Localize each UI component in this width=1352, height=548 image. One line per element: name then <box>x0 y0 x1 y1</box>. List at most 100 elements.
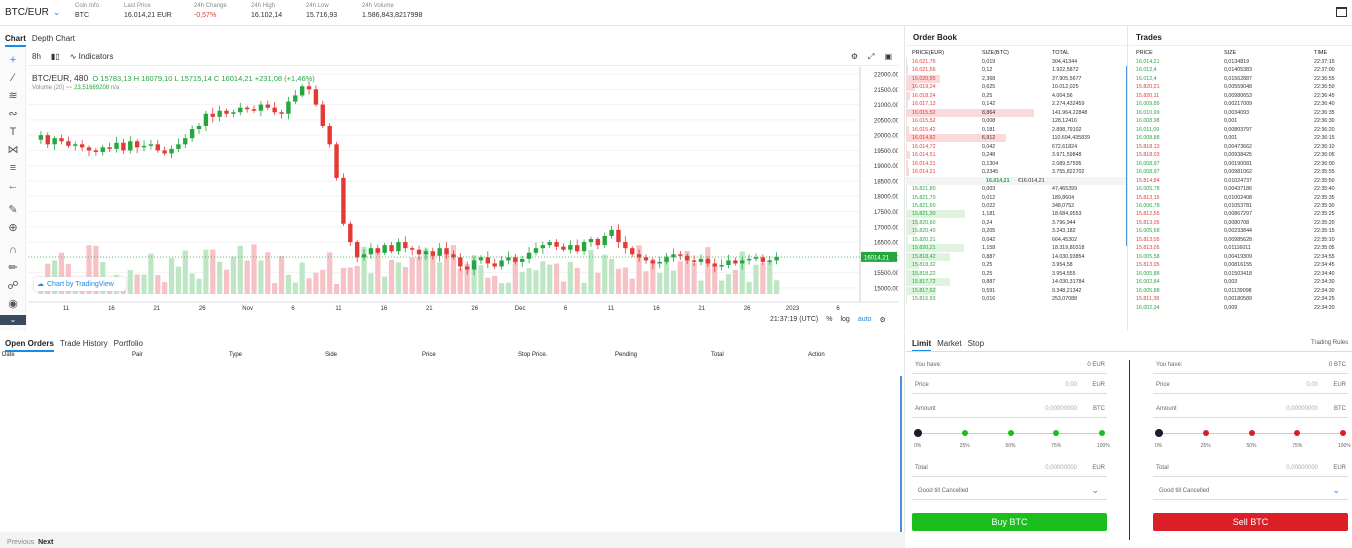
sell-price-value[interactable]: 0,00 <box>1306 382 1318 388</box>
sell-slider-stop[interactable] <box>1202 430 1209 436</box>
trendline-icon[interactable]: ∕ <box>12 72 14 84</box>
ask-row[interactable]: 16.014,82 6,912 110.694,435839 <box>906 134 1127 143</box>
tab-stop[interactable]: Stop <box>967 339 985 348</box>
eye-icon[interactable]: ◉ <box>8 298 18 310</box>
bid-row[interactable]: 15.821,30 1,181 18.684,9553 <box>906 210 1127 219</box>
fullscreen-icon[interactable]: ⤢ <box>868 51 875 61</box>
sell-slider-stop[interactable] <box>1294 430 1301 436</box>
tab-open-orders[interactable]: Open Orders <box>5 339 54 352</box>
indicators-button[interactable]: ∿ Indicators <box>70 52 114 61</box>
next-button[interactable]: Next <box>38 539 54 546</box>
ask-row[interactable]: 16.015,52 0,008 128,12416 <box>906 117 1127 126</box>
ask-row[interactable]: 16.014,21 0,2345 3.755,822702 <box>906 168 1127 177</box>
buy-slider-stop[interactable] <box>1053 430 1060 436</box>
ask-row[interactable]: 16.014,31 0,1304 2.089,57595 <box>906 159 1127 168</box>
sell-slider-stop[interactable] <box>1248 430 1255 436</box>
sell-amount-row[interactable]: Amount 0,00000000 BTC <box>1153 402 1348 418</box>
ask-row[interactable]: 16.018,24 0,25 4.004,56 <box>906 91 1127 100</box>
bid-row[interactable]: 15.821,60 0,022 348,0752 <box>906 201 1127 210</box>
crosshair-icon[interactable]: + <box>9 54 17 66</box>
buy-total-row[interactable]: Total 0,00000000 EUR <box>912 461 1107 477</box>
candle-type-icon[interactable]: ▮▯ <box>50 52 60 61</box>
tab-chart[interactable]: Chart <box>5 34 26 47</box>
ask-row[interactable]: 16.021,76 0,019 304,41344 <box>906 58 1127 66</box>
sell-total-row[interactable]: Total 0,00000000 EUR <box>1153 461 1348 477</box>
orders-scrollbar[interactable] <box>900 376 902 536</box>
bid-row[interactable]: 15.820,60 0,24 3.796,944 <box>906 218 1127 227</box>
brush-icon[interactable]: ∾ <box>8 108 18 120</box>
tradingview-badge[interactable]: ☁ Chart by TradingView <box>34 277 126 291</box>
tab-market[interactable]: Market <box>937 339 962 348</box>
buy-have-row[interactable]: You have: 0 EUR <box>912 358 1107 374</box>
buy-tif-select[interactable]: Good till Cancelled ⌄ <box>912 484 1107 500</box>
collapse-toolbar-icon[interactable]: ⌄ <box>0 315 26 325</box>
camera-icon[interactable]: ▣ <box>884 52 892 61</box>
buy-slider-stop[interactable] <box>1099 430 1105 436</box>
bid-row[interactable]: 15.817,62 0,591 9.348,21342 <box>906 286 1127 295</box>
window-icon[interactable] <box>1336 7 1347 17</box>
pattern-icon[interactable]: ⋈ <box>7 144 19 156</box>
arrow-left-icon[interactable]: ← <box>7 180 19 192</box>
sell-tif-select[interactable]: Good till Cancelled ⌄ <box>1153 484 1348 500</box>
bid-row[interactable]: 15.817,72 0,887 14.030,31784 <box>906 278 1127 287</box>
ask-row[interactable]: 16.014,72 0,042 672,61824 <box>906 142 1127 151</box>
chart-settings-icon[interactable]: ⚙ <box>879 317 886 324</box>
lock-icon[interactable]: ☍ <box>7 280 19 292</box>
sell-amount-value[interactable]: 0,00000000 <box>1286 406 1318 412</box>
bid-row[interactable]: 15.818,22 0,25 3.954,555 <box>906 269 1127 278</box>
zoom-icon[interactable]: ⊕ <box>8 222 18 234</box>
tab-portfolio[interactable]: Portfolio <box>113 339 143 348</box>
ask-row[interactable]: 16.017,13 0,142 2.274,432459 <box>906 100 1127 109</box>
candle-body <box>313 89 319 105</box>
buy-slider-stop[interactable] <box>1007 430 1014 436</box>
buy-amount-row[interactable]: Amount 0,00000000 BTC <box>912 402 1107 418</box>
sell-slider-stop[interactable] <box>1340 430 1346 436</box>
ask-row[interactable]: 16.014,51 0,248 3.971,59848 <box>906 151 1127 160</box>
tab-trade-history[interactable]: Trade History <box>59 339 108 348</box>
candle-body <box>134 141 140 148</box>
bid-row[interactable]: 15.821,80 0,003 47,465399 <box>906 185 1127 194</box>
bid-row[interactable]: 15.821,70 0,012 189,8604 <box>906 193 1127 202</box>
pitchfork-icon[interactable]: ≋ <box>8 90 18 102</box>
measure-icon[interactable]: ≡ <box>9 162 17 174</box>
buy-price-value[interactable]: 0,00 <box>1065 382 1077 388</box>
lock-drawings-icon[interactable]: ✏ <box>8 262 18 274</box>
trading-rules-link[interactable]: Trading Rules <box>1311 340 1349 346</box>
bid-row[interactable]: 15.818,42 0,887 14.030,93854 <box>906 252 1127 261</box>
interval-button[interactable]: 8h <box>32 52 41 61</box>
bid-row[interactable]: 15.816,93 0,016 253,07088 <box>906 295 1127 304</box>
tab-depth-chart[interactable]: Depth Chart <box>31 34 76 43</box>
sell-slider-stop[interactable] <box>1155 429 1163 437</box>
ob-scrollbar[interactable] <box>1126 66 1127 246</box>
buy-button[interactable]: Buy BTC <box>912 513 1107 531</box>
ask-row[interactable]: 16.020,95 2,368 37.905,5677 <box>906 74 1127 83</box>
ask-row[interactable]: 16.015,52 8,864 141.964,22848 <box>906 108 1127 117</box>
percent-toggle[interactable]: % <box>826 316 833 323</box>
sell-button[interactable]: Sell BTC <box>1153 513 1348 531</box>
sell-price-row[interactable]: Price 0,00 EUR <box>1153 378 1348 394</box>
bid-row[interactable]: 15.820,21 1,158 18.319,80318 <box>906 244 1127 253</box>
buy-price-row[interactable]: Price 0,00 EUR <box>912 378 1107 394</box>
auto-toggle[interactable]: auto <box>857 316 872 323</box>
magnet-icon[interactable]: ∩ <box>9 244 17 256</box>
buy-amount-value[interactable]: 0,00000000 <box>1045 406 1077 412</box>
settings-icon[interactable]: ⚙ <box>850 52 859 61</box>
candlestick-chart[interactable]: 22000.00 21500.00 21000.00 20500.00 20000.00… <box>28 67 898 315</box>
buy-slider-stop[interactable] <box>914 429 922 437</box>
bid-row[interactable]: 15.818,32 0,25 3.954,58 <box>906 261 1127 270</box>
bid-row[interactable]: 15.820,31 0,042 664,45302 <box>906 235 1127 244</box>
pair-selector[interactable]: BTC/EUR ⌄ <box>5 7 60 18</box>
buy-slider-stop[interactable] <box>961 430 968 436</box>
sell-total-value[interactable]: 0,00000000 <box>1286 465 1318 471</box>
ask-row[interactable]: 16.021,56 0,12 1.922,5872 <box>906 66 1127 75</box>
ruler-icon[interactable]: ✎ <box>8 204 18 216</box>
text-icon[interactable]: T <box>9 126 17 138</box>
log-toggle[interactable]: log <box>840 316 850 323</box>
ask-row[interactable]: 16.015,42 0,181 2.898,79102 <box>906 125 1127 134</box>
ask-row[interactable]: 16.019,24 0,625 10.012,025 <box>906 83 1127 92</box>
previous-button[interactable]: Previous <box>7 539 35 546</box>
sell-have-row[interactable]: You have: 0 BTC <box>1153 358 1348 374</box>
buy-total-value[interactable]: 0,00000000 <box>1045 465 1077 471</box>
bid-row[interactable]: 15.820,40 0,205 3.243,182 <box>906 227 1127 236</box>
candle-body <box>698 258 704 262</box>
